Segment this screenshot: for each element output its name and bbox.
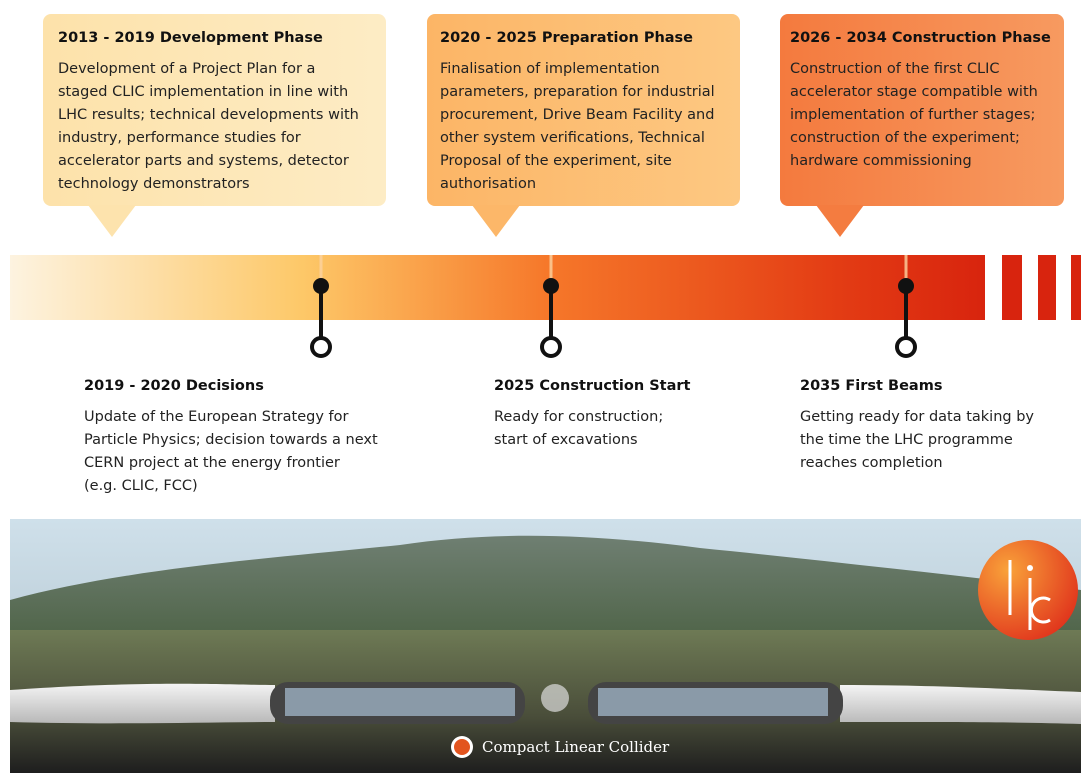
description-line: Finalisation of implementation — [440, 61, 660, 77]
description-line: accelerator stage compatible with — [790, 84, 1038, 100]
description-line: staged CLIC implementation in line with — [58, 84, 348, 100]
description-line: implementation of further stages; — [790, 107, 1035, 123]
description-line: industry, performance studies for — [58, 130, 301, 146]
description-line: procurement, Drive Beam Facility and — [440, 107, 714, 123]
pin-ring — [312, 338, 330, 356]
photo: Compact Linear Collider — [10, 519, 1081, 773]
pin-ring — [542, 338, 560, 356]
description-line: parameters, preparation for industrial — [440, 84, 715, 100]
description-line: LHC results; technical developments with — [58, 107, 359, 123]
title: 2035 First Beams — [800, 378, 942, 394]
description-line: Proposal of the experiment, site — [440, 153, 672, 169]
description-line: accelerator parts and systems, detector — [58, 153, 349, 169]
description-line: the time the LHC programme — [800, 432, 1013, 448]
pin-dot — [543, 278, 559, 294]
title: 2019 - 2020 Decisions — [84, 378, 264, 394]
description-line: reaches completion — [800, 455, 943, 471]
description-line: Development of a Project Plan for a — [58, 61, 315, 77]
timeline-bar — [10, 255, 985, 320]
pin-dot — [898, 278, 914, 294]
title: 2026 - 2034 Construction Phase — [790, 30, 1051, 46]
title: 2020 - 2025 Preparation Phase — [440, 30, 693, 46]
pin-dot — [313, 278, 329, 294]
description-line: construction of the experiment; — [790, 130, 1020, 146]
description-line: Update of the European Strategy for — [84, 409, 349, 425]
description-line: authorisation — [440, 176, 536, 192]
title: 2013 - 2019 Development Phase — [58, 30, 323, 46]
pin-ring — [897, 338, 915, 356]
title: 2025 Construction Start — [494, 378, 691, 394]
description-line: Ready for construction; — [494, 409, 663, 425]
description-line: Construction of the first CLIC — [790, 61, 999, 77]
infographic: 2013 - 2019 Development Phase Development… — [0, 0, 1081, 773]
description-line: technology demonstrators — [58, 176, 250, 192]
caption: Compact Linear Collider — [482, 738, 670, 756]
pointer — [472, 205, 520, 237]
pointer — [88, 205, 136, 237]
bar-stripe — [1002, 255, 1022, 320]
description-line: hardware commissioning — [790, 153, 972, 169]
description-line: Particle Physics; decision towards a nex… — [84, 432, 378, 448]
description-line: start of excavations — [494, 432, 638, 448]
description-line: Getting ready for data taking by — [800, 409, 1034, 425]
description-line: other system verifications, Technical — [440, 130, 705, 146]
description-line: (e.g. CLIC, FCC) — [84, 478, 198, 494]
bar-stripe — [1038, 255, 1056, 320]
description-line: CERN project at the energy frontier — [84, 455, 340, 471]
pointer — [816, 205, 864, 237]
bar-stripe — [1071, 255, 1081, 320]
